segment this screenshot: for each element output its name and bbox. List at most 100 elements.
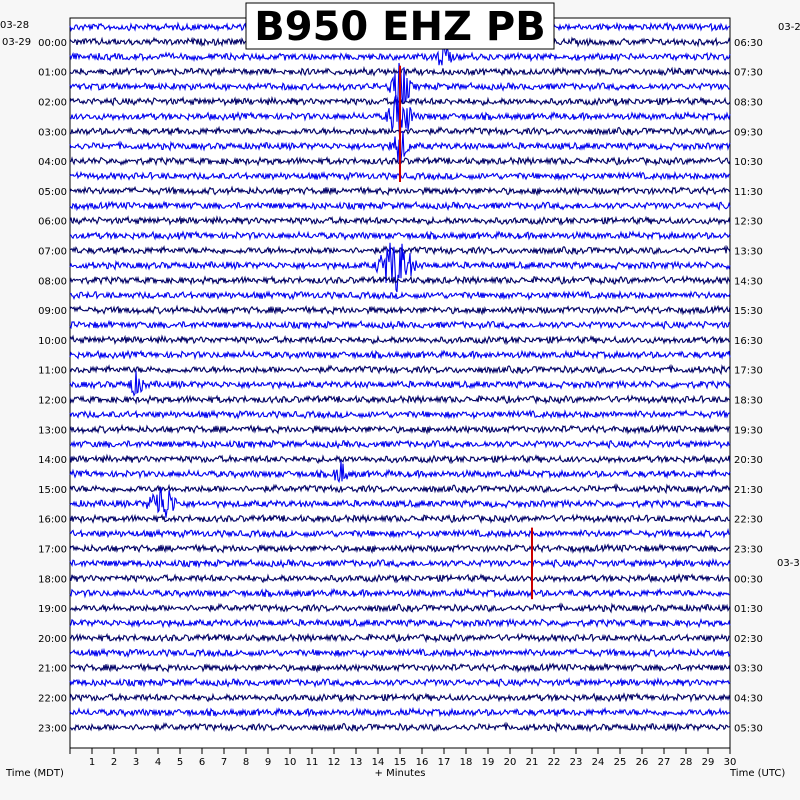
trace-39 xyxy=(69,602,731,614)
right-hour-label: 08:30 xyxy=(734,98,763,109)
trace-21 xyxy=(69,334,731,346)
left-hour-label: 08:00 xyxy=(38,276,67,287)
trace-33 xyxy=(69,513,731,525)
x-tick-label: 20 xyxy=(504,757,517,768)
x-tick-label: 8 xyxy=(243,757,249,768)
x-tick-label: 1 xyxy=(89,757,95,768)
x-tick-label: 9 xyxy=(265,757,271,768)
left-hour-label: 13:00 xyxy=(38,425,67,436)
left-hour-label: 00:00 xyxy=(38,38,67,49)
trace-28 xyxy=(69,438,731,450)
right-hour-label: 21:30 xyxy=(734,485,763,496)
trace-47 xyxy=(69,721,731,733)
trace-20 xyxy=(69,319,731,331)
right-hour-label: 01:30 xyxy=(734,604,763,615)
left-hour-label: 22:00 xyxy=(38,694,67,705)
x-tick-label: 2 xyxy=(111,757,117,768)
trace-30 xyxy=(69,460,731,484)
x-tick-label: 11 xyxy=(306,757,319,768)
trace-22 xyxy=(69,349,731,361)
right-hour-label: 03:30 xyxy=(734,664,763,675)
x-axis: 1 2 3 4 5 6 7 8 9 10 11 12 13 14 15 16 17 18 19 20 21 22 23 24 2… xyxy=(69,748,737,768)
x-tick-label: 27 xyxy=(658,757,671,768)
event-marker-group xyxy=(399,65,533,600)
trace-17 xyxy=(69,275,731,286)
right-hour-label: 04:30 xyxy=(734,694,763,705)
right-hour-label: 23:30 xyxy=(734,545,763,556)
left-hour-label: 05:00 xyxy=(38,187,67,198)
x-tick-label: 24 xyxy=(592,757,605,768)
trace-16 xyxy=(69,242,731,293)
right-hour-label: 10:30 xyxy=(734,157,763,168)
right-hour-label: 16:30 xyxy=(734,336,763,347)
right-hour-label: 05:30 xyxy=(734,723,763,734)
trace-35 xyxy=(69,543,731,554)
trace-31 xyxy=(69,483,731,495)
right-hour-label: 18:30 xyxy=(734,396,763,407)
trace-26 xyxy=(69,409,730,420)
right-hour-label: 15:30 xyxy=(734,306,763,317)
trace-11 xyxy=(69,185,731,197)
x-tick-label: 3 xyxy=(133,757,139,768)
x-tick-label: 16 xyxy=(416,757,429,768)
trace-25 xyxy=(69,394,731,405)
right-hour-label: 22:30 xyxy=(734,515,763,526)
trace-38 xyxy=(69,587,731,599)
right-hour-label: 19:30 xyxy=(734,425,763,436)
right-hour-label: 02:30 xyxy=(734,634,763,645)
x-tick-label: 18 xyxy=(460,757,473,768)
right-hour-label: 00:30 xyxy=(734,574,763,585)
trace-40 xyxy=(69,617,731,629)
left-hour-label: 23:00 xyxy=(38,723,67,734)
left-hour-label: 01:00 xyxy=(38,68,67,79)
left-hour-label: 09:00 xyxy=(38,306,67,317)
trace-46 xyxy=(69,706,731,718)
x-tick-label: 29 xyxy=(702,757,715,768)
right-axis-label: Time (UTC) xyxy=(729,768,785,779)
right-hour-label: 09:30 xyxy=(734,127,763,138)
x-tick-label: 21 xyxy=(526,757,539,768)
left-hour-label: 03:00 xyxy=(38,127,67,138)
trace-37 xyxy=(69,572,731,584)
x-tick-label: 6 xyxy=(199,757,205,768)
right-hour-label: 06:30 xyxy=(734,38,763,49)
left-date-top: 03-28 xyxy=(0,20,29,31)
x-tick-label: 12 xyxy=(328,757,341,768)
right-hour-label: 20:30 xyxy=(734,455,763,466)
right-date-top: 03-29 xyxy=(778,22,800,33)
x-tick-label: 17 xyxy=(438,757,451,768)
right-hour-label: 17:30 xyxy=(734,366,763,377)
right-hour-label: 14:30 xyxy=(734,276,763,287)
trace-41 xyxy=(69,632,731,644)
left-hour-label: 16:00 xyxy=(38,515,67,526)
left-hour-label: 04:00 xyxy=(38,157,67,168)
right-hour-label: 07:30 xyxy=(734,68,763,79)
x-axis-label: + Minutes xyxy=(375,768,426,779)
x-tick-label: 25 xyxy=(614,757,627,768)
x-tick-label: 5 xyxy=(177,757,183,768)
right-hour-label: 13:30 xyxy=(734,247,763,258)
left-hour-label: 21:00 xyxy=(38,664,67,675)
trace-29 xyxy=(69,453,731,465)
left-hour-label: 15:00 xyxy=(38,485,67,496)
x-tick-label: 30 xyxy=(724,757,737,768)
trace-34 xyxy=(69,528,731,540)
x-tick-label: 7 xyxy=(221,757,227,768)
chart-title: B950 EHZ PB xyxy=(254,4,545,50)
left-hour-label: 07:00 xyxy=(38,247,67,258)
left-time-axis: 00:00 01:00 02:00 03:00 04:00 05:00 06:00 07:00… xyxy=(38,38,67,734)
trace-15 xyxy=(69,244,731,256)
trace-27 xyxy=(69,423,731,435)
trace-19 xyxy=(69,304,731,316)
x-tick-label: 13 xyxy=(350,757,363,768)
trace-44 xyxy=(69,676,731,689)
trace-24 xyxy=(69,370,731,397)
left-hour-label: 11:00 xyxy=(38,366,67,377)
trace-12 xyxy=(69,200,731,212)
left-axis-label: Time (MDT) xyxy=(5,768,64,779)
trace-13 xyxy=(69,215,731,226)
trace-23 xyxy=(69,364,731,376)
title-box xyxy=(245,2,555,50)
left-hour-label: 10:00 xyxy=(38,336,67,347)
